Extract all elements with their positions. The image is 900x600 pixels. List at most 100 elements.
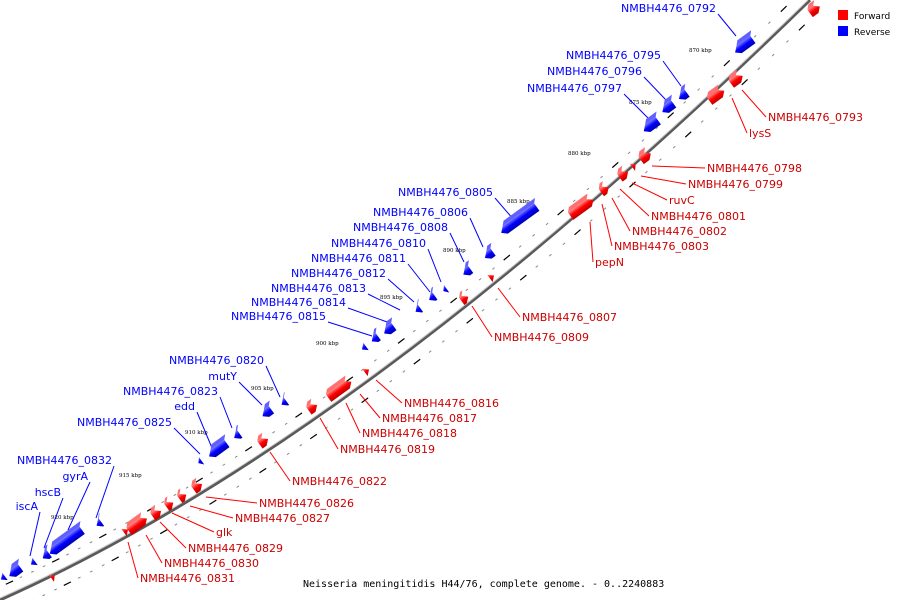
tick-mark [503, 254, 511, 261]
tick-mark [412, 329, 416, 333]
gene-shape-top [263, 400, 270, 410]
gene-label-isca[interactable]: iscA [16, 500, 39, 513]
gene-shape-top [645, 111, 657, 125]
forward-gene-shape [177, 488, 187, 503]
gene-label-nmbh4476-0825[interactable]: NMBH4476_0825 [77, 416, 172, 429]
tick-mark [174, 523, 178, 526]
forward-gene-shape [164, 496, 174, 511]
reverse-gene-shape [484, 242, 496, 259]
gene-label-nmbh4476-0830[interactable]: NMBH4476_0830 [164, 557, 259, 570]
reverse-gene-shape [501, 197, 540, 234]
gene-label-nmbh4476-0807[interactable]: NMBH4476_0807 [522, 311, 617, 324]
legend-forward-label: Forward [854, 12, 890, 22]
gene-label-nmbh4476-0819[interactable]: NMBH4476_0819 [340, 443, 435, 456]
gene-label-nmbh4476-0822[interactable]: NMBH4476_0822 [292, 475, 387, 488]
gene-label-lyss[interactable]: lysS [749, 127, 771, 140]
gene-label-nmbh4476-0796[interactable]: NMBH4476_0796 [547, 65, 642, 78]
gene-label-nmbh4476-0811[interactable]: NMBH4476_0811 [311, 252, 406, 265]
gene-label-nmbh4476-0802[interactable]: NMBH4476_0802 [632, 225, 727, 238]
gene-label-nmbh4476-0803[interactable]: NMBH4476_0803 [614, 240, 709, 253]
tick-label: 915 kbp [119, 473, 142, 479]
tick-mark [413, 358, 421, 365]
leader-line [741, 89, 767, 118]
tick-mark [658, 158, 662, 162]
tick-mark [209, 499, 217, 505]
leader-line [173, 427, 201, 455]
tick-mark [89, 570, 93, 573]
gene-label-nmbh4476-0820[interactable]: NMBH4476_0820 [169, 354, 264, 367]
gene-label-nmbh4476-0809[interactable]: NMBH4476_0809 [494, 331, 589, 344]
gene-label-nmbh4476-0808[interactable]: NMBH4476_0808 [353, 221, 448, 234]
tick-mark [627, 151, 631, 155]
gene-label-nmbh4476-0829[interactable]: NMBH4476_0829 [188, 542, 283, 555]
gene-shape-body [306, 404, 318, 415]
gene-label-hscb[interactable]: hscB [35, 486, 61, 499]
gene-label-nmbh4476-0815[interactable]: NMBH4476_0815 [231, 310, 326, 323]
gene-label-nmbh4476-0797[interactable]: NMBH4476_0797 [527, 82, 622, 95]
tick-mark [683, 101, 687, 104]
gene-label-nmbh4476-0826[interactable]: NMBH4476_0826 [259, 497, 354, 510]
leader-line [643, 76, 667, 101]
gene-label-nmbh4476-0827[interactable]: NMBH4476_0827 [235, 512, 330, 525]
leader-line [347, 307, 391, 324]
tick-mark [655, 126, 659, 130]
tick-mark [295, 412, 303, 418]
leader-line [623, 93, 649, 119]
gene-label-nmbh4476-0793[interactable]: NMBH4476_0793 [768, 111, 863, 124]
gene-shape-top [598, 181, 603, 190]
leader-line [189, 505, 234, 519]
leader-line [171, 512, 215, 533]
gene-label-nmbh4476-0832[interactable]: NMBH4476_0832 [17, 454, 112, 467]
gene-shape-top [191, 477, 197, 487]
gene-label-nmbh4476-0818[interactable]: NMBH4476_0818 [362, 427, 457, 440]
gene-label-nmbh4476-0831[interactable]: NMBH4476_0831 [140, 572, 235, 585]
tick-mark [478, 278, 482, 281]
gene-label-nmbh4476-0801[interactable]: NMBH4476_0801 [651, 210, 746, 223]
tick-mark [222, 463, 226, 466]
gene-shape-body [126, 517, 147, 536]
tick-mark [376, 389, 380, 393]
gene-label-edd[interactable]: edd [174, 400, 195, 413]
tick-mark [373, 359, 377, 362]
tick-mark [42, 594, 46, 597]
gene-label-nmbh4476-0813[interactable]: NMBH4476_0813 [271, 282, 366, 295]
gene-label-nmbh4476-0814[interactable]: NMBH4476_0814 [251, 296, 346, 309]
tick-mark [714, 107, 718, 110]
tick-mark [234, 455, 238, 459]
gene-label-gyra[interactable]: gyrA [62, 470, 88, 483]
gene-label-nmbh4476-0812[interactable]: NMBH4476_0812 [291, 267, 386, 280]
gene-shape-body [415, 304, 424, 313]
leader-line [367, 293, 401, 311]
tick-mark [236, 485, 240, 488]
tick-mark [641, 139, 645, 142]
gene-label-pepn[interactable]: pepN [595, 256, 624, 269]
gene-label-nmbh4476-0817[interactable]: NMBH4476_0817 [382, 412, 477, 425]
tick-mark [586, 187, 590, 191]
reverse-gene-shape [42, 544, 52, 560]
gene-shape-top [198, 451, 200, 458]
gene-shape-body [121, 528, 129, 537]
gene-label-nmbh4476-0795[interactable]: NMBH4476_0795 [566, 49, 661, 62]
gene-label-nmbh4476-0805[interactable]: NMBH4476_0805 [398, 186, 493, 199]
forward-gene-shape [807, 0, 820, 18]
gene-label-nmbh4476-0816[interactable]: NMBH4476_0816 [404, 397, 499, 410]
gene-label-ruvc[interactable]: ruvC [669, 194, 695, 207]
gene-label-nmbh4476-0799[interactable]: NMBH4476_0799 [688, 178, 783, 191]
tick-mark [786, 40, 789, 43]
gene-label-nmbh4476-0810[interactable]: NMBH4476_0810 [331, 237, 426, 250]
forward-gene-shape [568, 193, 594, 220]
gene-label-nmbh4476-0792[interactable]: NMBH4476_0792 [621, 2, 716, 15]
gene-label-nmbh4476-0823[interactable]: NMBH4476_0823 [123, 385, 218, 398]
gene-label-glk[interactable]: glk [216, 526, 233, 539]
gene-shape-body [638, 152, 651, 165]
gene-shape-top [443, 279, 445, 286]
reverse-gene-shape [371, 327, 381, 343]
gene-shape-top [663, 94, 672, 106]
gene-label-nmbh4476-0798[interactable]: NMBH4476_0798 [707, 162, 802, 175]
tick-mark [589, 219, 593, 222]
gene-label-muty[interactable]: mutY [208, 370, 237, 383]
gene-shape-body [42, 550, 52, 560]
gene-label-nmbh4476-0806[interactable]: NMBH4476_0806 [373, 206, 468, 219]
forward-gene-shape [459, 290, 469, 305]
gene-shape-body [164, 501, 174, 511]
